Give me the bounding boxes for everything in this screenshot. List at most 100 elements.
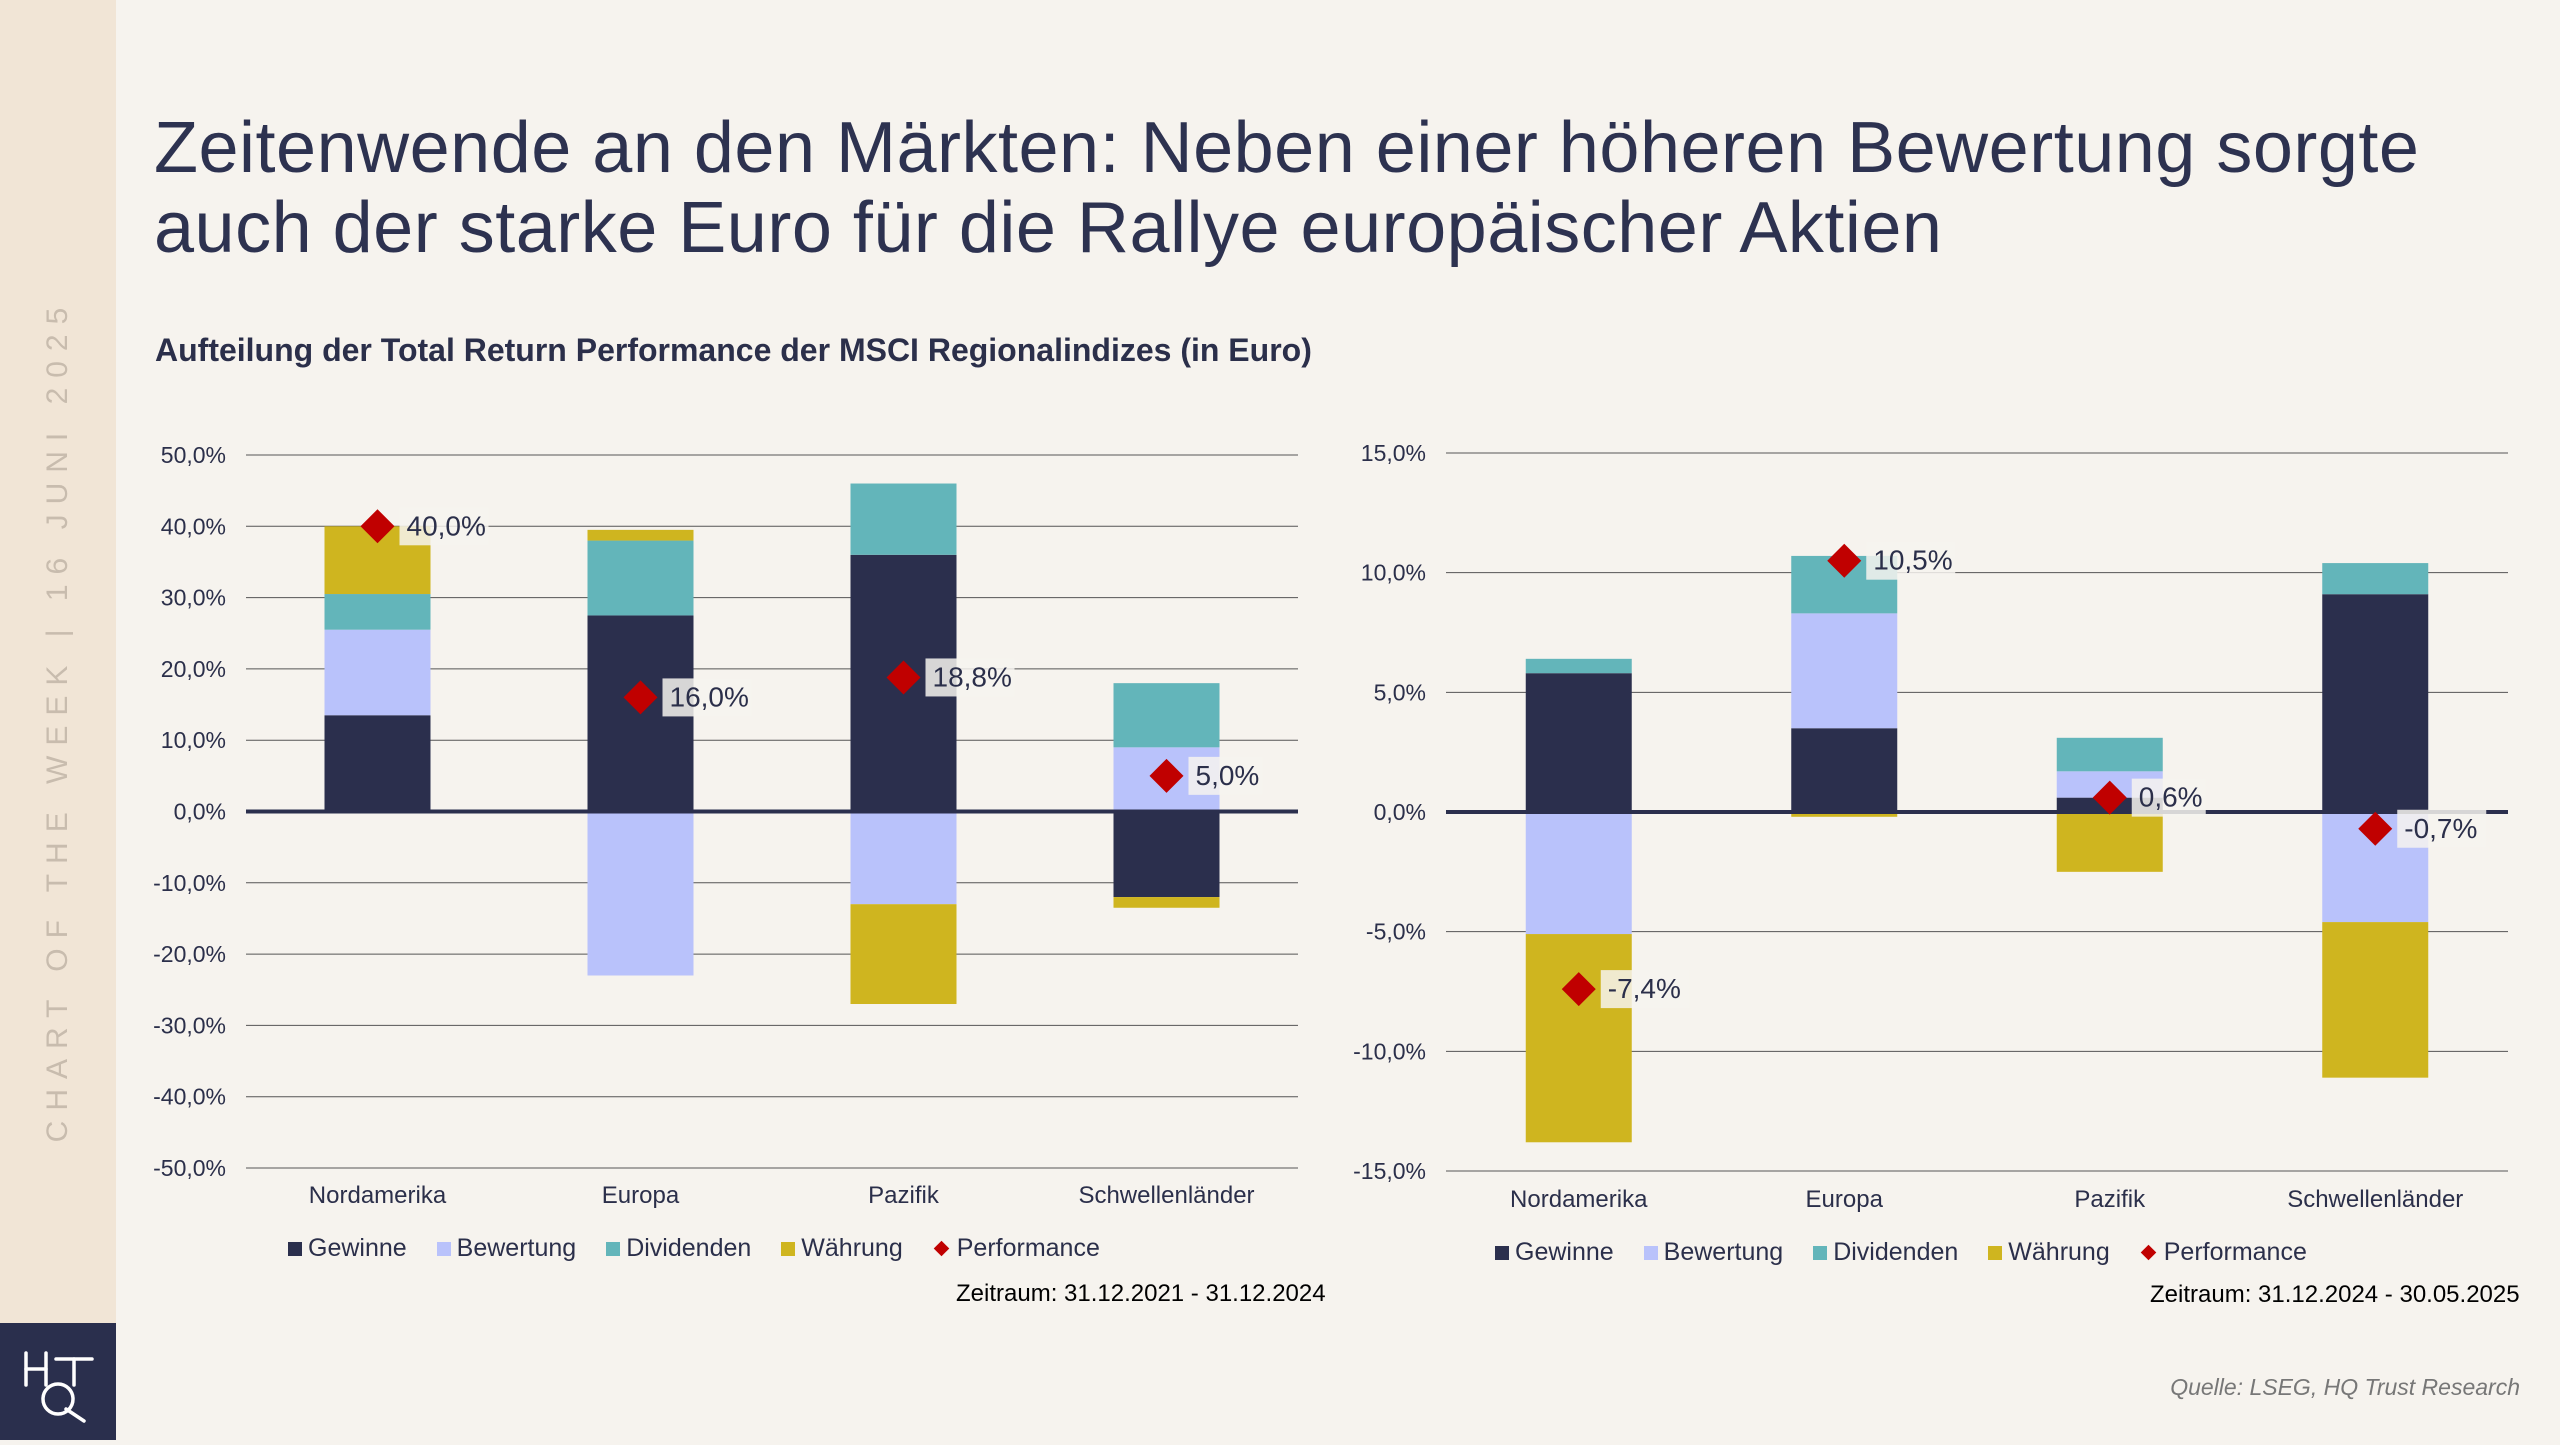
- performance-label: 5,0%: [1196, 760, 1260, 791]
- performance-label-bg: [2397, 809, 2487, 848]
- x-category-label: Pazifik: [868, 1182, 940, 1209]
- y-tick-label: 30,0%: [161, 585, 226, 611]
- bar-segment-waehrung: [2322, 922, 2429, 1078]
- performance-marker: [1149, 758, 1184, 793]
- y-tick-label: 10,0%: [161, 727, 226, 753]
- performance-marker: [360, 509, 395, 544]
- hqt-logo-icon: [24, 1351, 94, 1423]
- bar-segment-bewertung: [587, 811, 694, 976]
- y-tick-label: -50,0%: [153, 1155, 226, 1181]
- legend-swatch-bewertung: [436, 1241, 451, 1256]
- bar-segment-gewinne: [1113, 811, 1220, 898]
- performance-marker: [1561, 972, 1596, 1007]
- chart-right-svg: 15,0% 10,0% 5,0% 0,0% -5,0% -10,0% -15,0% Norda…: [1353, 440, 2508, 1213]
- bar-segment-dividenden: [587, 540, 694, 616]
- y-tick-label: 10,0%: [1361, 560, 1426, 586]
- legend-waehrung: Währung: [1988, 1238, 2110, 1267]
- sidebar-vertical-text: CHART OF THE WEEK | 16 JUNI 2025: [41, 297, 74, 1143]
- chart-right-period: Zeitraum: 31.12.2024 - 30.05.2025: [2150, 1281, 2520, 1308]
- legend-bewertung: Bewertung: [436, 1234, 577, 1263]
- performance-marker: [623, 680, 658, 715]
- legend-swatch-gewinne: [288, 1241, 302, 1256]
- legend-performance: Performance: [2140, 1238, 2307, 1267]
- y-tick-label: -15,0%: [1353, 1158, 1426, 1184]
- bar-segment-gewinne: [1791, 728, 1898, 812]
- x-category-label: Schwellenländer: [2287, 1186, 2463, 1213]
- y-tick-label: 15,0%: [1361, 440, 1426, 466]
- legend-gewinne: Gewinne: [288, 1234, 407, 1263]
- chart-left-legend: Gewinne Bewertung Dividenden Währung Per…: [288, 1234, 1130, 1263]
- legend-label: Gewinne: [1515, 1238, 1614, 1266]
- performance-label-bg: [2131, 778, 2206, 817]
- sidebar: CHART OF THE WEEK | 16 JUNI 2025: [0, 0, 116, 1440]
- legend-waehrung: Währung: [781, 1234, 903, 1263]
- bar-segment-dividenden: [2322, 563, 2429, 595]
- chart-subtitle: Aufteilung der Total Return Performance …: [155, 332, 1312, 368]
- performance-label: 10,5%: [1873, 545, 1952, 576]
- source-note: Quelle: LSEG, HQ Trust Research: [2170, 1374, 2520, 1400]
- bar-segment-dividenden: [850, 483, 957, 555]
- legend-label: Währung: [801, 1234, 903, 1262]
- performance-marker: [886, 660, 921, 695]
- chart-left-svg: 50,0% 40,0% 30,0% 20,0% 10,0% 0,0% -10,0% -20,0…: [153, 442, 1298, 1209]
- x-category-label: Schwellenländer: [1078, 1182, 1254, 1209]
- legend-swatch-gewinne: [1495, 1245, 1509, 1260]
- chart-left: 50,0% 40,0% 30,0% 20,0% 10,0% 0,0% -10,0% -20,0…: [130, 430, 1350, 1330]
- y-tick-label: -10,0%: [1353, 1038, 1426, 1064]
- chart-right: 15,0% 10,0% 5,0% 0,0% -5,0% -10,0% -15,0% Norda…: [1340, 430, 2560, 1330]
- bar-segment-bewertung: [1791, 613, 1898, 729]
- bar-segment-bewertung: [324, 629, 431, 716]
- bar-segment-waehrung: [1525, 934, 1632, 1143]
- legend-label: Bewertung: [1663, 1238, 1784, 1266]
- legend-swatch-performance: [933, 1240, 950, 1257]
- performance-label: -0,7%: [2404, 813, 2477, 844]
- legend-swatch-performance: [2140, 1244, 2157, 1261]
- x-category-label: Pazifik: [2074, 1186, 2146, 1213]
- bar-segment-dividenden: [1113, 683, 1220, 748]
- bar-segment-waehrung: [1791, 812, 1898, 817]
- legend-swatch-dividenden: [1813, 1245, 1828, 1260]
- bar-segment-dividenden: [2056, 737, 2163, 772]
- x-category-label: Europa: [1806, 1186, 1884, 1213]
- legend-label: Gewinne: [308, 1234, 407, 1262]
- y-tick-label: -10,0%: [153, 870, 226, 896]
- legend-swatch-waehrung: [1988, 1245, 2003, 1260]
- legend-label: Bewertung: [456, 1234, 577, 1262]
- performance-label-bg: [399, 507, 489, 546]
- performance-marker: [2358, 811, 2393, 846]
- x-category-label: Nordamerika: [309, 1182, 447, 1209]
- chart-left-period: Zeitraum: 31.12.2021 - 31.12.2024: [956, 1280, 1326, 1307]
- legend-dividenden: Dividenden: [1813, 1238, 1958, 1267]
- x-category-label: Nordamerika: [1510, 1186, 1648, 1213]
- bar-segment-waehrung: [587, 529, 694, 541]
- performance-marker: [2092, 780, 2127, 815]
- legend-dividenden: Dividenden: [606, 1234, 751, 1263]
- y-tick-label: 0,0%: [1374, 799, 1426, 825]
- performance-label-bg: [662, 678, 752, 717]
- legend-label: Performance: [2163, 1238, 2307, 1266]
- bar-segment-bewertung: [1525, 812, 1632, 935]
- hqt-logo: [0, 1323, 116, 1440]
- y-tick-label: 50,0%: [161, 442, 226, 468]
- performance-label: 40,0%: [407, 510, 486, 541]
- x-category-label: Europa: [602, 1182, 680, 1209]
- y-tick-label: 5,0%: [1374, 679, 1426, 705]
- page-title: Zeitenwende an den Märkten: Neben einer …: [154, 108, 2420, 268]
- y-tick-label: 40,0%: [161, 513, 226, 539]
- performance-label: 16,0%: [670, 681, 749, 712]
- legend-swatch-waehrung: [781, 1241, 796, 1256]
- bar-segment-gewinne: [324, 715, 431, 812]
- performance-label: 0,6%: [2139, 782, 2203, 813]
- performance-label: -7,4%: [1608, 973, 1681, 1004]
- performance-label-bg: [1188, 756, 1263, 795]
- legend-gewinne: Gewinne: [1495, 1238, 1614, 1267]
- y-tick-label: 0,0%: [174, 799, 226, 825]
- legend-swatch-dividenden: [606, 1241, 621, 1256]
- legend-performance: Performance: [933, 1234, 1100, 1263]
- legend-swatch-bewertung: [1643, 1245, 1658, 1260]
- chart-right-legend: Gewinne Bewertung Dividenden Währung Per…: [1495, 1238, 2337, 1267]
- bar-segment-gewinne: [2322, 594, 2429, 812]
- performance-label-bg: [925, 658, 1015, 697]
- y-tick-label: -40,0%: [153, 1084, 226, 1110]
- y-tick-label: -5,0%: [1366, 919, 1426, 945]
